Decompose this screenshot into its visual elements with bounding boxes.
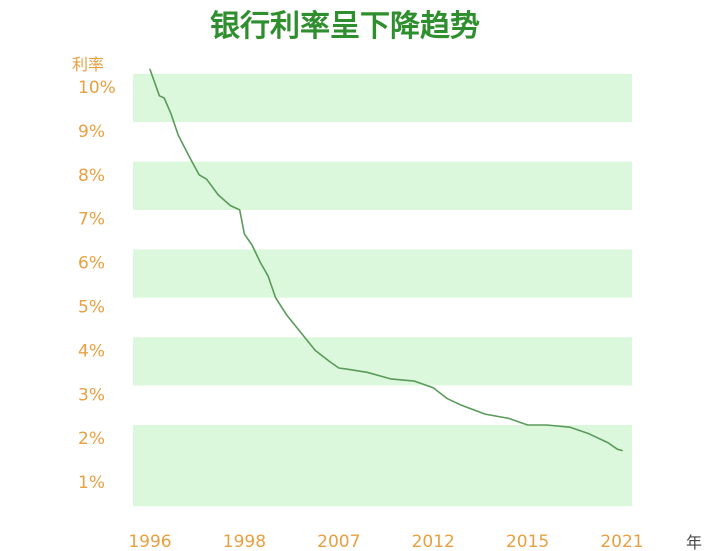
y-tick-label: 7% bbox=[78, 210, 105, 230]
grid-bands bbox=[133, 73, 632, 507]
x-tick-label: 1998 bbox=[223, 532, 266, 551]
y-tick-label: 4% bbox=[78, 341, 105, 361]
x-tick-label: 2021 bbox=[600, 532, 643, 551]
grid-band bbox=[133, 337, 632, 386]
grid-band bbox=[133, 73, 632, 123]
series-line bbox=[149, 68, 623, 452]
y-axis-label: 利率 bbox=[72, 55, 104, 74]
y-tick-label: 1% bbox=[78, 473, 105, 493]
x-axis-label: 年 bbox=[686, 533, 702, 551]
y-tick-label: 8% bbox=[78, 166, 105, 186]
grid-band bbox=[133, 161, 632, 210]
y-tick-label: 9% bbox=[78, 122, 105, 142]
y-tick-label: 6% bbox=[78, 254, 105, 274]
y-axis-ticks: 10% 9% 8% 7% 6% 5% 4% 3% 2% 1% bbox=[78, 78, 116, 493]
grid-band bbox=[133, 249, 632, 298]
chart-title: 银行利率呈下降趋势 bbox=[210, 9, 480, 44]
y-tick-label: 5% bbox=[78, 298, 105, 318]
x-tick-label: 2012 bbox=[412, 532, 455, 551]
x-tick-label: 2007 bbox=[317, 532, 360, 551]
y-tick-label: 2% bbox=[78, 429, 105, 449]
x-tick-label: 2015 bbox=[506, 532, 549, 551]
x-tick-label: 1996 bbox=[128, 532, 171, 551]
grid-band bbox=[133, 457, 632, 507]
x-axis-ticks: 1996 1998 2007 2012 2015 2021 bbox=[128, 532, 643, 551]
y-tick-label: 3% bbox=[78, 385, 105, 405]
y-tick-label: 10% bbox=[78, 78, 116, 98]
